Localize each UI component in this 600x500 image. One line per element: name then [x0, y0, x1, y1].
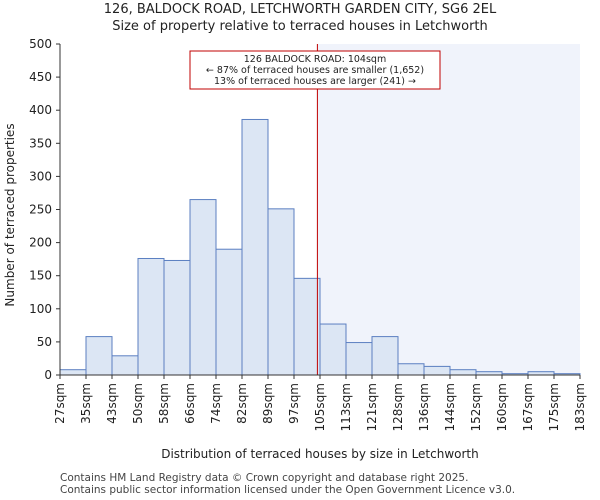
x-tick-label: 97sqm [287, 383, 301, 424]
y-tick-label: 450 [29, 70, 52, 84]
x-tick-label: 66sqm [183, 383, 197, 424]
y-tick-label: 350 [29, 136, 52, 150]
x-tick-label: 82sqm [235, 383, 249, 424]
bar-105sqm [319, 323, 347, 376]
bar-43sqm [111, 355, 139, 376]
y-tick-label: 100 [29, 302, 52, 316]
x-tick-label: 105sqm [313, 383, 327, 431]
y-tick-label: 400 [29, 103, 52, 117]
y-tick-label: 500 [29, 37, 52, 51]
y-tick-label: 50 [37, 335, 52, 349]
x-tick-label: 121sqm [365, 383, 379, 431]
histogram-chart: 0 50 100 150 200 250 300 350 400 450 500 27sqm 35sq… [3, 37, 587, 461]
bar-97sqm [293, 277, 321, 376]
x-tick-label: 35sqm [79, 383, 93, 424]
bar-144sqm [449, 369, 477, 376]
bar-35sqm [85, 336, 113, 376]
bar-82sqm [241, 118, 269, 376]
bar-121sqm [371, 336, 399, 376]
x-tick-label: 183sqm [573, 383, 587, 431]
x-tick-label: 58sqm [157, 383, 171, 424]
larger-region-shading [317, 44, 580, 375]
y-tick-label: 0 [44, 368, 52, 382]
bar-66sqm [189, 199, 217, 376]
y-tick-label: 150 [29, 269, 52, 283]
x-tick-label: 175sqm [547, 383, 561, 431]
bar-58sqm [163, 259, 191, 376]
x-tick-label: 50sqm [131, 383, 145, 424]
y-tick-label: 250 [29, 203, 52, 217]
x-tick-label: 167sqm [521, 383, 535, 431]
bar-50sqm [137, 257, 165, 376]
x-tick-label: 27sqm [53, 383, 67, 424]
bar-128sqm [397, 363, 425, 376]
chart-subtitle: Size of property relative to terraced ho… [112, 19, 488, 34]
footer-copyright: Contains HM Land Registry data © Crown c… [60, 472, 469, 484]
x-tick-label: 144sqm [443, 383, 457, 431]
annotation-line3: 13% of terraced houses are larger (241) … [214, 76, 416, 87]
chart-title: 126, BALDOCK ROAD, LETCHWORTH GARDEN CIT… [103, 2, 497, 17]
x-tick-label: 74sqm [209, 383, 223, 424]
bar-27sqm [59, 369, 87, 376]
footer-licence: Contains public sector information licen… [60, 484, 516, 496]
x-tick-label: 43sqm [105, 383, 119, 424]
x-tick-label: 128sqm [391, 383, 405, 431]
annotation-line1: 126 BALDOCK ROAD: 104sqm [244, 54, 386, 65]
x-tick-label: 89sqm [261, 383, 275, 424]
y-axis-label: Number of terraced properties [3, 123, 17, 306]
bar-113sqm [345, 342, 373, 376]
bar-74sqm [215, 248, 243, 376]
bar-89sqm [267, 208, 295, 376]
annotation-line2: ← 87% of terraced houses are smaller (1,… [206, 65, 424, 76]
y-tick-label: 200 [29, 236, 52, 250]
x-tick-label: 136sqm [417, 383, 431, 431]
x-tick-label: 152sqm [469, 383, 483, 431]
y-tick-label: 300 [29, 169, 52, 183]
bar-136sqm [423, 365, 451, 376]
x-tick-label: 113sqm [339, 383, 353, 431]
x-axis-label: Distribution of terraced houses by size … [161, 447, 479, 461]
x-tick-label: 160sqm [495, 383, 509, 431]
annotation-box [189, 50, 441, 90]
